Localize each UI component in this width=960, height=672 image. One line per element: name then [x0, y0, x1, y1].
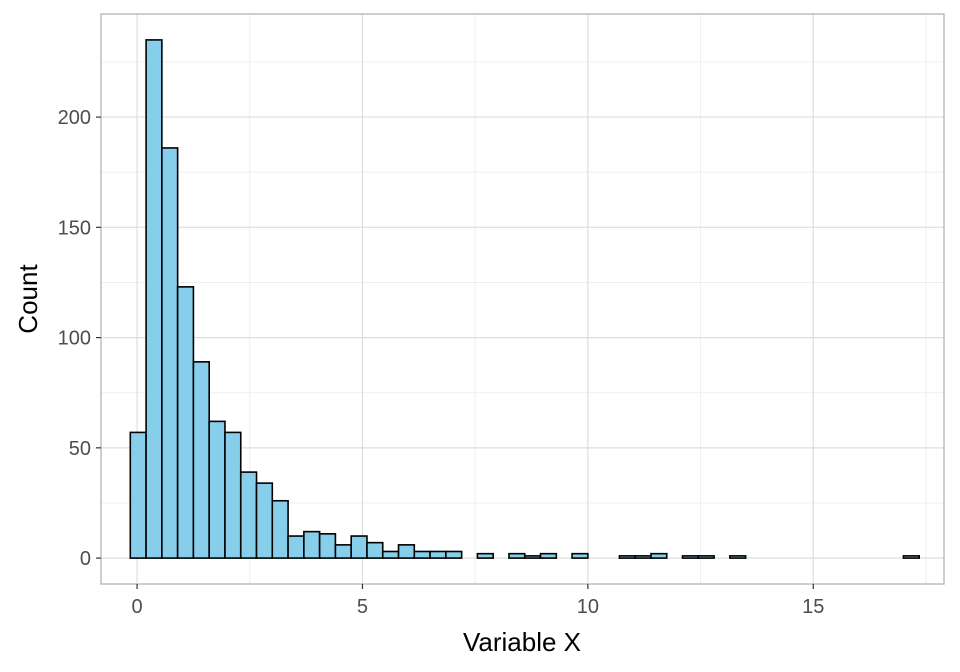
histogram-bar	[902, 555, 921, 559]
histogram-bar	[350, 535, 368, 559]
histogram-bar	[271, 499, 289, 559]
histogram-bar	[287, 535, 305, 559]
histogram-bar	[476, 552, 494, 559]
histogram-bar	[224, 431, 242, 559]
histogram-bar	[176, 286, 195, 559]
histogram-bar	[508, 552, 526, 559]
y-tick-label: 50	[69, 438, 91, 460]
histogram-bar	[255, 482, 274, 559]
histogram-bar	[681, 555, 700, 559]
y-axis-title: Count	[13, 264, 43, 334]
histogram-bar	[650, 552, 668, 559]
histogram-bar	[634, 555, 652, 559]
x-tick-label: 5	[357, 596, 368, 618]
x-axis-title: Variable X	[463, 627, 581, 657]
y-tick-label: 100	[58, 328, 91, 350]
histogram-bar	[318, 533, 337, 559]
histogram-bar	[303, 530, 321, 559]
histogram-bar	[571, 552, 589, 559]
histogram-bar	[445, 550, 463, 559]
x-tick-label: 0	[132, 596, 143, 618]
histogram-bar	[618, 555, 637, 559]
histogram-bar	[366, 541, 384, 559]
x-tick-label: 10	[577, 596, 599, 618]
histogram-bar	[145, 39, 163, 559]
histogram-bar	[239, 471, 258, 559]
y-tick-label: 200	[58, 107, 91, 129]
histogram-bar	[397, 544, 416, 559]
histogram-bar	[129, 431, 147, 559]
histogram-bar	[192, 361, 210, 559]
histogram-bar	[161, 147, 179, 559]
panel-border	[100, 13, 945, 585]
y-tick-label: 0	[80, 548, 91, 570]
histogram-bar	[381, 550, 400, 559]
x-tick-label: 15	[802, 596, 824, 618]
histogram-bar	[208, 420, 226, 559]
histogram-bar	[539, 552, 558, 559]
histogram-bar	[729, 555, 747, 559]
histogram-bar	[697, 555, 715, 559]
bars-layer	[129, 39, 921, 559]
histogram-bar	[413, 550, 431, 559]
histogram-bar	[429, 550, 447, 559]
histogram-bar	[523, 555, 542, 559]
y-tick-label: 150	[58, 217, 91, 239]
histogram-bar	[334, 544, 352, 559]
